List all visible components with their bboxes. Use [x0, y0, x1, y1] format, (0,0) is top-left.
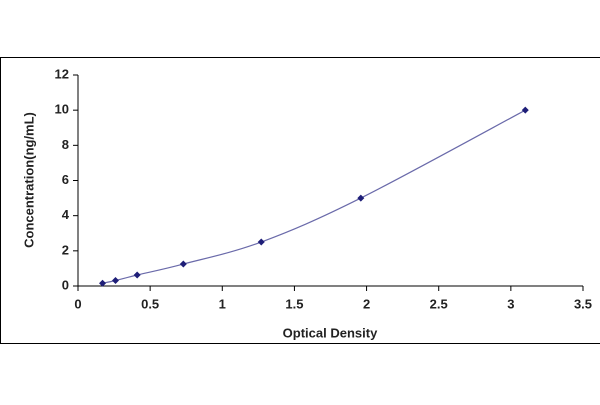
y-tick-label: 12 — [55, 66, 69, 81]
y-tick-label: 8 — [62, 137, 69, 152]
data-point — [180, 261, 187, 268]
x-tick-label: 2 — [363, 296, 370, 311]
x-tick-label: 3.5 — [574, 296, 592, 311]
x-tick-label: 0 — [74, 296, 81, 311]
data-point — [357, 195, 364, 202]
data-point — [522, 107, 529, 114]
y-tick-label: 0 — [62, 277, 69, 292]
y-tick-label: 2 — [62, 242, 69, 257]
y-axis-label: Concentration(ng/mL) — [21, 112, 36, 248]
x-axis-label: Optical Density — [283, 325, 378, 340]
data-point — [134, 272, 141, 279]
y-tick-label: 4 — [62, 207, 70, 222]
fit-line — [103, 110, 526, 283]
x-tick-label: 0.5 — [141, 296, 159, 311]
data-point — [258, 239, 265, 246]
data-point — [112, 277, 119, 284]
x-tick-label: 2.5 — [430, 296, 448, 311]
y-tick-label: 10 — [55, 102, 69, 117]
x-tick-label: 1.5 — [285, 296, 303, 311]
x-tick-label: 3 — [507, 296, 514, 311]
y-tick-label: 6 — [62, 172, 69, 187]
x-tick-label: 1 — [219, 296, 226, 311]
